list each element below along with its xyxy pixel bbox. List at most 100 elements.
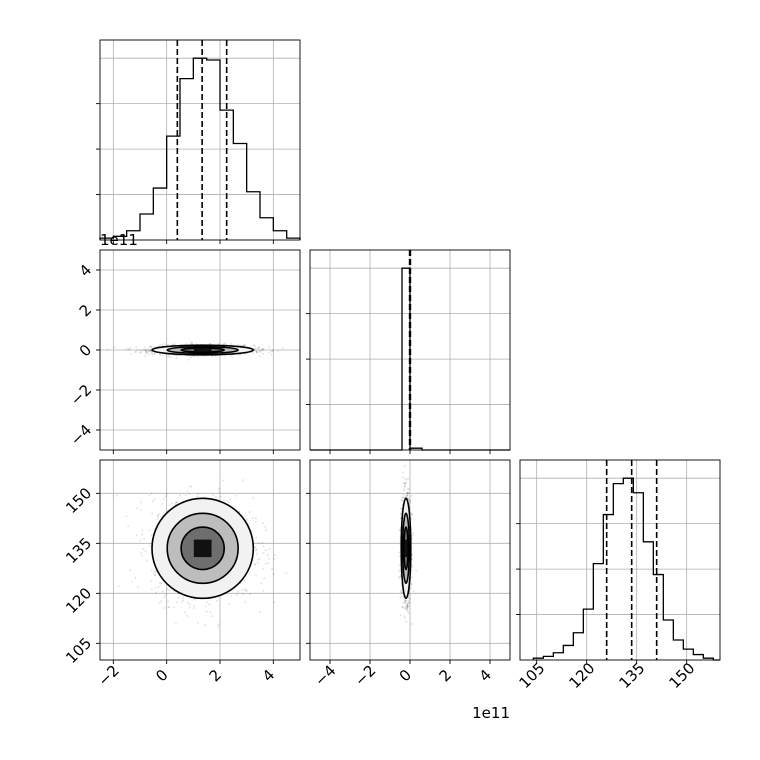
scatter-point: [259, 349, 261, 352]
scatter-point: [267, 554, 269, 556]
scatter-point: [156, 518, 159, 520]
scatter-point: [405, 600, 407, 602]
scatter-point: [406, 604, 409, 607]
scatter-point: [154, 574, 156, 577]
scatter-point: [262, 567, 264, 570]
scatter-point: [259, 611, 261, 613]
scatter-point: [146, 559, 148, 562]
scatter-point: [407, 602, 410, 604]
scatter-point: [407, 612, 410, 614]
scatter-point: [151, 500, 154, 503]
scatter-point: [160, 582, 162, 585]
scatter-point: [406, 494, 409, 497]
scatter-point: [230, 594, 233, 597]
scatter-point: [406, 605, 409, 608]
scatter-point: [208, 343, 211, 346]
scatter-point: [158, 602, 161, 604]
scatter-point: [411, 566, 414, 568]
scatter-point: [400, 582, 403, 585]
scatter-point: [168, 606, 170, 608]
scatter-point: [251, 517, 254, 519]
scatter-point: [150, 345, 153, 348]
scatter-point: [190, 341, 193, 343]
scatter-point: [144, 348, 147, 351]
scatter-point: [205, 605, 207, 608]
scatter-point: [128, 348, 131, 351]
scatter-point: [405, 608, 408, 611]
scatter-point: [405, 605, 407, 608]
scatter-point: [403, 485, 406, 488]
scatter-point: [188, 493, 190, 496]
scatter-point: [171, 502, 173, 505]
scatter-point: [128, 348, 130, 351]
scatter-point: [256, 552, 258, 555]
scatter-point: [401, 503, 404, 506]
scatter-point: [141, 554, 143, 557]
scatter-point: [408, 502, 410, 504]
scatter-point: [400, 508, 403, 510]
scatter-point: [161, 502, 164, 505]
scatter-point: [406, 494, 409, 497]
scatter-point: [174, 343, 176, 346]
scatter-point: [148, 349, 151, 351]
density-peak: [193, 348, 212, 352]
scatter-point: [218, 487, 220, 490]
scatter-point: [267, 562, 269, 564]
scatter-point: [402, 496, 404, 499]
scatter-point: [404, 464, 406, 467]
scatter-point: [253, 348, 256, 350]
scatter-point: [262, 552, 265, 554]
scatter-point: [144, 349, 147, 352]
scatter-point: [410, 583, 413, 586]
scatter-point: [403, 598, 405, 601]
scatter-point: [407, 498, 410, 501]
scatter-point: [196, 495, 198, 498]
scatter-point: [239, 581, 242, 584]
scatter-point: [261, 348, 263, 350]
scatter-point: [407, 599, 410, 602]
histogram-steps: [99, 57, 301, 240]
scatter-point: [149, 349, 151, 351]
scatter-point: [155, 591, 157, 594]
scatter-point: [203, 355, 206, 357]
scatter-point: [175, 501, 177, 504]
scatter-point: [239, 353, 242, 356]
scatter-point: [175, 502, 177, 504]
scatter-point: [406, 492, 408, 494]
scatter-point: [273, 601, 276, 604]
scatter-point: [125, 515, 128, 518]
scatter-point: [263, 577, 265, 579]
scatter-point: [404, 481, 406, 484]
scatter-point: [411, 623, 413, 625]
scatter-point: [262, 522, 264, 524]
scatter-point: [163, 596, 166, 598]
hist-param0: [96, 40, 301, 244]
scatter-point: [407, 606, 409, 608]
scatter-point: [149, 545, 151, 547]
scatter-point: [262, 347, 265, 350]
scatter-point: [156, 514, 159, 517]
scatter-point: [188, 606, 191, 609]
scatter-point: [273, 558, 275, 560]
scatter-param1-param2-frame: [309, 459, 511, 661]
scatter-point: [252, 352, 254, 355]
scatter-point: [407, 601, 410, 604]
scatter-point: [214, 355, 217, 358]
scatter-point: [404, 600, 406, 603]
scatter-point: [254, 347, 257, 349]
scatter-point: [285, 572, 288, 575]
scatter-point: [199, 354, 201, 357]
scatter-point: [400, 513, 402, 516]
scatter-point: [176, 500, 178, 503]
scatter-point: [264, 549, 267, 551]
scatter-point: [399, 564, 401, 566]
scatter-point: [149, 350, 152, 353]
scatter-point: [258, 542, 260, 545]
scatter-point: [399, 540, 402, 542]
scatter-point: [254, 349, 256, 351]
scatter-point: [167, 355, 169, 358]
scatter-point: [137, 585, 139, 588]
scatter-point: [144, 550, 147, 552]
scatter-point: [406, 610, 409, 612]
